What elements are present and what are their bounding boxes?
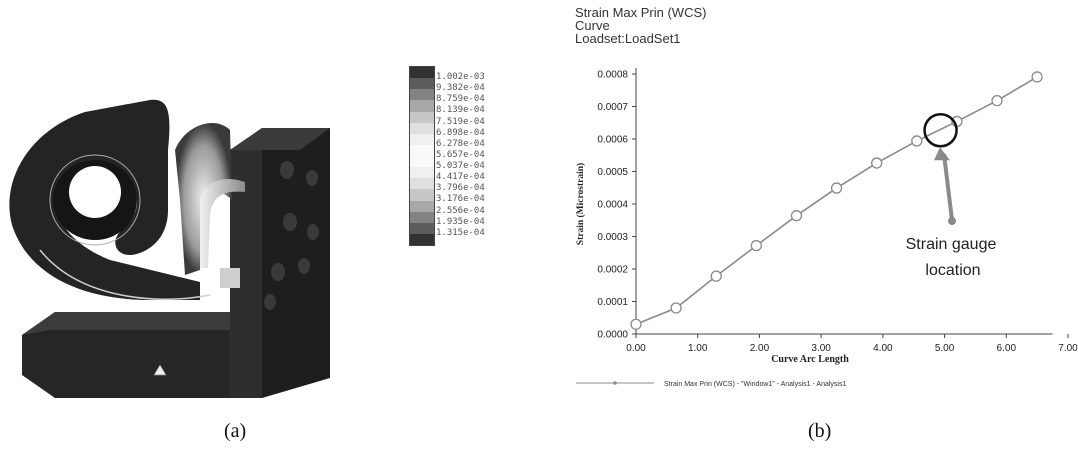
y-tick-label: 0.0008 <box>597 70 628 81</box>
plot-header: Strain Max Prin (WCS) Curve Loadset:Load… <box>575 6 706 45</box>
contour-band <box>410 156 434 169</box>
y-tick-label: 0.0005 <box>597 167 628 178</box>
contour-band <box>410 122 434 135</box>
contour-band <box>410 233 434 245</box>
plot-header-line2: Curve <box>575 18 610 33</box>
contour-band <box>410 133 434 146</box>
contour-color-bar <box>409 66 435 246</box>
y-tick-label: 0.0003 <box>597 232 628 243</box>
annotation-arrow-shaft <box>942 154 954 221</box>
contour-band <box>410 189 434 202</box>
data-point <box>830 182 843 194</box>
contour-legend-label: 8.759e-04 <box>436 94 485 105</box>
contour-band <box>410 111 434 124</box>
contour-band <box>410 100 434 113</box>
fe-model-render <box>9 99 330 398</box>
contour-band <box>410 67 434 80</box>
contour-legend-label: 5.037e-04 <box>436 161 485 172</box>
contour-legend-label: 1.002e-03 <box>436 72 485 83</box>
contour-legend-label: 1.315e-04 <box>436 227 485 238</box>
contour-legend-label: 1.935e-04 <box>436 216 485 227</box>
x-tick-label: 3.00 <box>811 343 831 354</box>
x-axis-label: Curve Arc Length <box>771 354 849 365</box>
annotation-arrow-head <box>934 147 950 161</box>
contour-legend-label: 2.556e-04 <box>436 205 485 216</box>
data-point <box>710 270 722 282</box>
plot-header-line1: Strain Max Prin (WCS) <box>575 5 707 20</box>
contour-band <box>410 211 434 224</box>
x-tick-label: 0.00 <box>626 343 646 354</box>
contour-legend-label: 7.519e-04 <box>436 116 485 127</box>
contour-legend-label: 3.176e-04 <box>436 194 485 205</box>
contour-band <box>410 78 434 91</box>
y-tick-label: 0.0002 <box>597 265 628 276</box>
contour-legend-label: 6.898e-04 <box>436 127 485 138</box>
data-point <box>790 210 803 222</box>
legend-marker <box>613 381 617 385</box>
data-point <box>871 157 883 169</box>
block-holes <box>264 161 319 310</box>
contour-band <box>410 222 434 235</box>
caption-b: (b) <box>808 420 832 442</box>
data-point <box>911 135 923 147</box>
plot-header-line3: Loadset:LoadSet1 <box>575 31 681 46</box>
contour-band <box>410 89 434 102</box>
x-tick-label: 7.00 <box>1058 343 1078 354</box>
legend-label: Strain Max Prin (WCS) - "Window1" - Anal… <box>664 381 846 388</box>
y-tick-label: 0.0007 <box>597 102 628 113</box>
y-tick-label: 0.0000 <box>597 330 628 341</box>
y-tick-label: 0.0001 <box>597 297 628 308</box>
contour-legend-label: 4.417e-04 <box>436 172 485 183</box>
contour-legend-label: 6.278e-04 <box>436 138 485 149</box>
data-point <box>1031 71 1043 83</box>
data-point <box>750 239 762 252</box>
contour-band <box>410 167 434 180</box>
contour-legend-label: 9.382e-04 <box>436 83 485 94</box>
caption-a: (a) <box>224 420 247 442</box>
annotation-line1: Strain gauge <box>906 236 997 253</box>
contour-band <box>410 144 434 157</box>
contour-band <box>410 178 434 191</box>
x-tick-label: 1.00 <box>688 343 708 354</box>
x-tick-label: 5.00 <box>935 343 955 354</box>
y-tick-label: 0.0006 <box>597 135 628 146</box>
annotation-line2: location <box>925 262 980 279</box>
data-point <box>630 318 642 330</box>
data-point <box>670 302 682 314</box>
y-axis-label: Strain (Microstrain) <box>575 163 586 245</box>
annotation-arrow-tail <box>948 217 956 225</box>
x-tick-label: 6.00 <box>997 343 1017 354</box>
x-tick-label: 4.00 <box>873 343 893 354</box>
contour-legend-label: 3.796e-04 <box>436 183 485 194</box>
contour-legend-label: 8.139e-04 <box>436 105 485 116</box>
x-tick-label: 2.00 <box>750 343 770 354</box>
data-point <box>991 95 1003 107</box>
series-line <box>635 76 1038 325</box>
contour-band <box>410 200 434 213</box>
strain-gauge-highlight-circle <box>923 113 958 148</box>
contour-legend-label: 5.657e-04 <box>436 149 485 160</box>
y-tick-label: 0.0004 <box>597 200 628 211</box>
